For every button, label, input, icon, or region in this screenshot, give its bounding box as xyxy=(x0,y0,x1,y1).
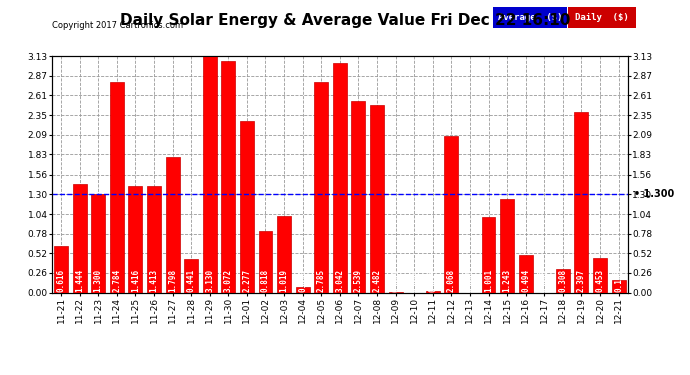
Text: 3.072: 3.072 xyxy=(224,269,233,292)
Text: 0.494: 0.494 xyxy=(521,269,530,292)
Text: 2.784: 2.784 xyxy=(112,269,121,292)
Bar xyxy=(426,291,440,292)
Text: 3.042: 3.042 xyxy=(335,269,344,292)
Bar xyxy=(314,82,328,292)
Bar xyxy=(203,56,217,292)
Text: 0.818: 0.818 xyxy=(261,269,270,292)
Bar xyxy=(296,287,310,292)
Bar xyxy=(444,136,458,292)
Bar xyxy=(277,216,291,292)
Text: Daily Solar Energy & Average Value Fri Dec 22 16:10: Daily Solar Energy & Average Value Fri D… xyxy=(120,13,570,28)
Text: 1.019: 1.019 xyxy=(279,269,288,292)
Bar xyxy=(166,157,179,292)
Text: 2.482: 2.482 xyxy=(373,269,382,292)
Text: 0.070: 0.070 xyxy=(298,269,307,292)
Bar xyxy=(54,246,68,292)
Text: 1.300: 1.300 xyxy=(94,269,103,292)
Text: 0.000: 0.000 xyxy=(540,269,549,292)
Text: 1.413: 1.413 xyxy=(150,269,159,292)
Text: Daily  ($): Daily ($) xyxy=(575,13,629,22)
Text: 1.416: 1.416 xyxy=(131,269,140,292)
Bar xyxy=(221,61,235,292)
Text: 2.277: 2.277 xyxy=(242,269,251,292)
Text: 2.397: 2.397 xyxy=(577,269,586,292)
Text: 0.308: 0.308 xyxy=(558,269,567,292)
Text: 0.616: 0.616 xyxy=(57,269,66,292)
Text: 2.068: 2.068 xyxy=(447,269,456,292)
Text: 1.243: 1.243 xyxy=(502,269,511,292)
Bar xyxy=(72,183,87,292)
Text: 0.000: 0.000 xyxy=(410,269,419,292)
Bar xyxy=(500,199,514,292)
Text: 0.014: 0.014 xyxy=(428,269,437,292)
Bar xyxy=(184,259,198,292)
Bar xyxy=(575,112,589,292)
Text: • 1.300: • 1.300 xyxy=(633,189,674,200)
Bar xyxy=(333,63,347,292)
Text: 0.001: 0.001 xyxy=(391,269,400,292)
Bar xyxy=(91,194,105,292)
Text: 0.000: 0.000 xyxy=(466,269,475,292)
Bar xyxy=(482,217,495,292)
Text: 0.453: 0.453 xyxy=(595,269,604,292)
Text: Average  ($): Average ($) xyxy=(498,13,562,22)
Bar xyxy=(240,121,254,292)
Text: 1.001: 1.001 xyxy=(484,269,493,292)
Bar xyxy=(351,101,366,292)
Text: 2.785: 2.785 xyxy=(317,269,326,292)
Text: 0.160: 0.160 xyxy=(614,269,623,292)
Bar xyxy=(556,269,570,292)
Text: 3.130: 3.130 xyxy=(205,269,214,292)
Bar xyxy=(128,186,142,292)
Bar xyxy=(593,258,607,292)
Bar xyxy=(259,231,273,292)
Text: 0.441: 0.441 xyxy=(186,269,196,292)
Text: 2.539: 2.539 xyxy=(354,269,363,292)
Text: 1.798: 1.798 xyxy=(168,269,177,292)
Bar xyxy=(370,105,384,292)
Bar xyxy=(611,280,626,292)
Text: Copyright 2017 Cartronics.com: Copyright 2017 Cartronics.com xyxy=(52,21,183,30)
Text: 1.444: 1.444 xyxy=(75,269,84,292)
Bar xyxy=(110,82,124,292)
Bar xyxy=(519,255,533,292)
Bar xyxy=(147,186,161,292)
